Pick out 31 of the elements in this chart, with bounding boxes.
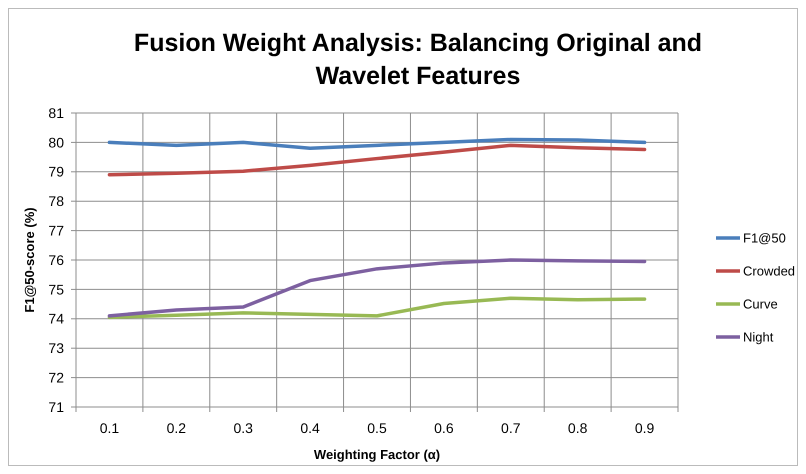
legend-label: Curve xyxy=(743,296,778,312)
y-tick-label: 74 xyxy=(48,310,64,327)
y-tick-label: 72 xyxy=(48,370,64,386)
x-tick-label: 0.2 xyxy=(166,420,186,436)
legend-label: F1@50 xyxy=(743,230,786,246)
y-tick-label: 77 xyxy=(48,222,64,238)
y-tick-label: 75 xyxy=(48,281,64,298)
x-tick-label: 0.9 xyxy=(634,420,654,436)
legend-label: Crowded xyxy=(743,264,796,279)
x-tick-label: 0.8 xyxy=(568,420,588,436)
line-series xyxy=(108,258,646,318)
y-tick-label: 71 xyxy=(48,398,64,415)
y-tick-label: 78 xyxy=(48,193,64,210)
x-tick-label: 0.4 xyxy=(300,420,320,436)
x-tick-label: 0.3 xyxy=(233,420,254,436)
x-axis-title: Weighting Factor (α) xyxy=(314,447,440,462)
line-series xyxy=(108,296,646,320)
y-tick-label: 76 xyxy=(48,252,64,268)
x-tick-label: 0.7 xyxy=(501,420,521,436)
y-tick-label: 73 xyxy=(48,340,64,356)
line-series xyxy=(108,138,646,150)
x-tick-label: 0.1 xyxy=(100,420,120,436)
x-tick-label: 0.5 xyxy=(367,420,387,436)
y-tick-label: 79 xyxy=(48,164,64,180)
line-series xyxy=(108,144,646,176)
legend-label: Night xyxy=(743,330,774,345)
y-axis-title: F1@50-score (%) xyxy=(22,207,37,313)
y-tick-label: 81 xyxy=(48,104,64,121)
y-tick-label: 80 xyxy=(48,134,64,150)
chart-title: Fusion Weight Analysis: Balancing Original and Wavelet Features xyxy=(134,29,702,90)
x-tick-label: 0.6 xyxy=(434,420,454,436)
